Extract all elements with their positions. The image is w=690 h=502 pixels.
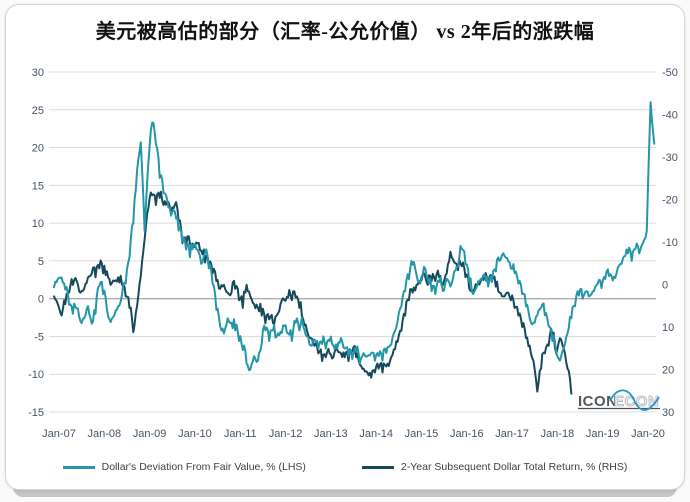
left-axis-tick-label: 0 bbox=[38, 294, 44, 306]
x-axis-tick-label: Jan-12 bbox=[269, 428, 303, 440]
x-axis-tick-label: Jan-18 bbox=[541, 428, 575, 440]
right-axis-tick-label: -10 bbox=[662, 237, 678, 249]
x-axis-tick-label: Jan-14 bbox=[359, 428, 393, 440]
right-axis-tick-label: -30 bbox=[662, 152, 678, 164]
left-axis-tick-label: 25 bbox=[32, 105, 44, 117]
watermark-text-bold: ICON bbox=[578, 393, 618, 410]
watermark-svg: ICON ECON bbox=[578, 389, 660, 412]
chart-title: 美元被高估的部分（汇率-公允价值） vs 2年后的涨跌幅 bbox=[95, 21, 595, 43]
watermark-wave-icon bbox=[609, 389, 660, 412]
legend-item-rhs: 2-Year Subsequent Dollar Total Return, %… bbox=[361, 461, 628, 473]
left-axis-tick-label: -5 bbox=[34, 331, 44, 343]
right-axis-tick-label: -40 bbox=[662, 110, 678, 122]
series-line-lhs bbox=[53, 101, 656, 372]
x-axis-tick-label: Jan-10 bbox=[178, 428, 212, 440]
left-axis-tick-label: 30 bbox=[32, 67, 44, 79]
left-axis-tick-label: 15 bbox=[32, 180, 44, 192]
left-axis-tick-label: -10 bbox=[28, 369, 44, 381]
x-axis-tick-label: Jan-08 bbox=[87, 428, 121, 440]
series-line-rhs bbox=[53, 190, 573, 395]
legend-swatch-rhs bbox=[361, 465, 394, 469]
x-axis-tick-label: Jan-16 bbox=[450, 428, 484, 440]
left-axis-tick-label: -15 bbox=[28, 407, 44, 419]
watermark-logo: ICON ECON bbox=[576, 384, 662, 421]
legend-item-lhs: Dollar's Deviation From Fair Value, % (L… bbox=[62, 461, 306, 473]
right-axis-tick-label: 30 bbox=[662, 407, 674, 419]
right-axis-tick-label: 20 bbox=[662, 365, 674, 377]
right-axis-tick-label: 0 bbox=[662, 280, 668, 292]
right-axis-tick-label: 10 bbox=[662, 322, 674, 334]
legend-label-rhs: 2-Year Subsequent Dollar Total Return, %… bbox=[400, 461, 628, 473]
chart-card bbox=[5, 4, 685, 490]
left-axis-tick-label: 5 bbox=[38, 256, 44, 268]
legend: Dollar's Deviation From Fair Value, % (L… bbox=[0, 461, 690, 473]
left-axis-tick-label: 20 bbox=[32, 143, 44, 155]
legend-label-lhs: Dollar's Deviation From Fair Value, % (L… bbox=[101, 461, 306, 473]
x-axis-tick-label: Jan-17 bbox=[495, 428, 529, 440]
right-axis-tick-label: -20 bbox=[662, 195, 678, 207]
x-axis-tick-label: Jan-07 bbox=[42, 428, 76, 440]
x-axis-tick-label: Jan-19 bbox=[586, 428, 620, 440]
x-axis-tick-label: Jan-09 bbox=[133, 428, 167, 440]
left-axis-tick-label: 10 bbox=[32, 218, 44, 230]
x-axis-tick-label: Jan-11 bbox=[224, 428, 257, 440]
watermark-text-light: ECON bbox=[614, 393, 659, 410]
x-axis-tick-label: Jan-15 bbox=[405, 428, 439, 440]
x-axis-tick-label: Jan-20 bbox=[631, 428, 665, 440]
x-axis-tick-label: Jan-13 bbox=[314, 428, 348, 440]
legend-swatch-lhs bbox=[62, 465, 95, 469]
right-axis-tick-label: -50 bbox=[662, 67, 678, 79]
